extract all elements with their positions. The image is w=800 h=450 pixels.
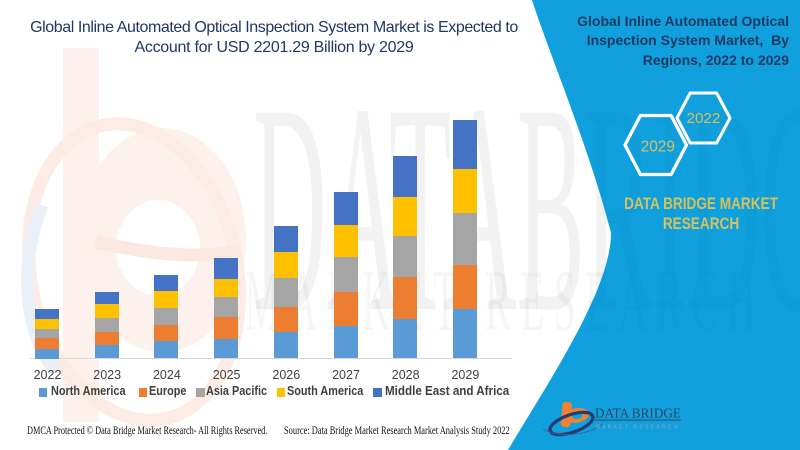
svg-text:2029: 2029 (641, 138, 675, 155)
svg-text:2022: 2022 (687, 110, 721, 127)
svg-text:MARKET RESEARCH: MARKET RESEARCH (596, 424, 680, 430)
svg-text:DATA BRIDGE: DATA BRIDGE (595, 406, 681, 421)
